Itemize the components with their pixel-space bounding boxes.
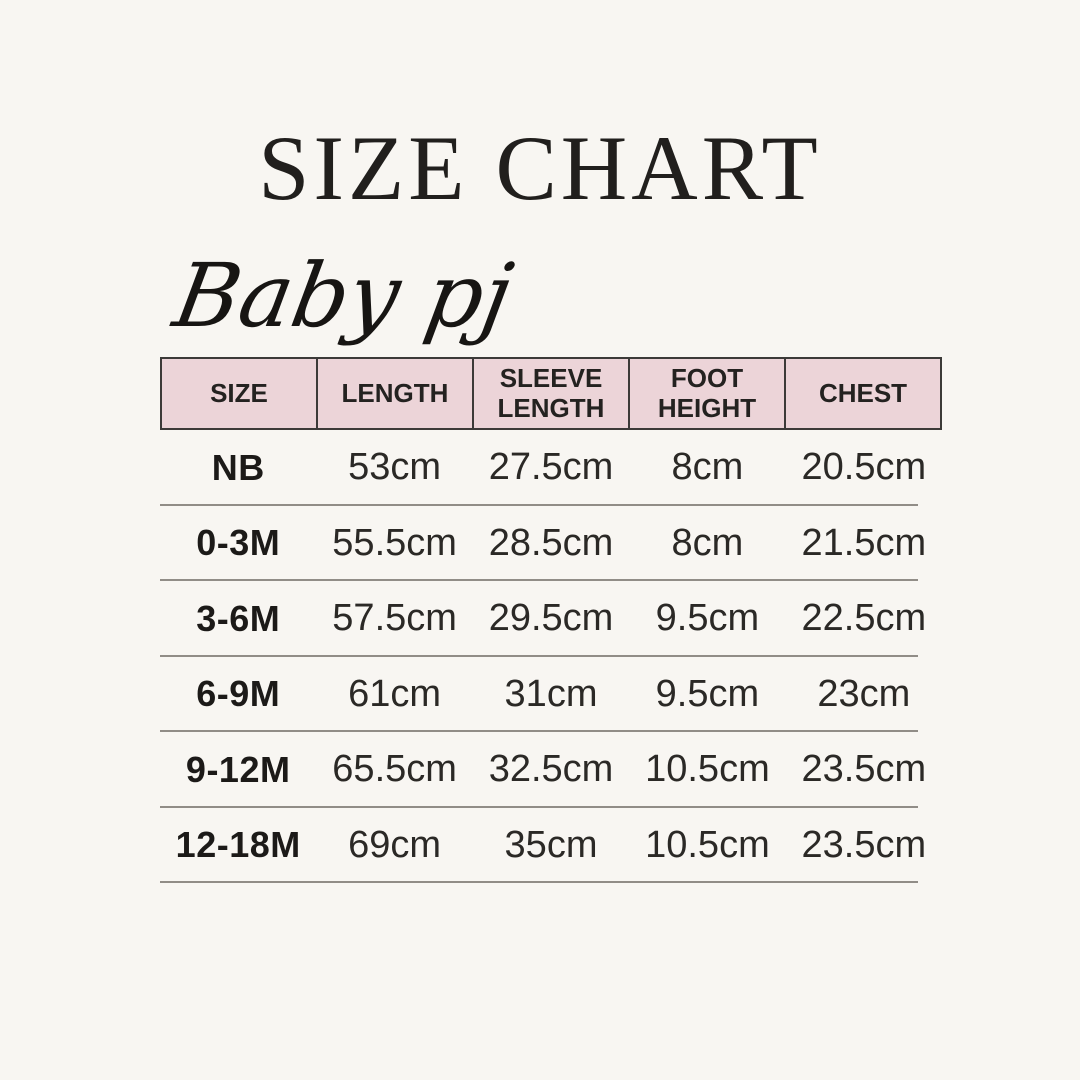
table-row: 12-18M 69cm 35cm 10.5cm 23.5cm	[160, 808, 942, 884]
size-cell: 12-18M	[175, 824, 301, 866]
value-cell: 61cm	[348, 672, 442, 715]
table-row: 9-12M 65.5cm 32.5cm 10.5cm 23.5cm	[160, 732, 942, 808]
column-header-sleeve-length: SLEEVE LENGTH	[472, 359, 628, 428]
table-row: 6-9M 61cm 31cm 9.5cm 23cm	[160, 657, 942, 733]
value-cell: 27.5cm	[488, 446, 614, 489]
table-row: 0-3M 55.5cm 28.5cm 8cm 21.5cm	[160, 506, 942, 582]
size-cell: NB	[211, 446, 265, 488]
value-cell: 8cm	[671, 446, 744, 489]
value-cell: 35cm	[504, 823, 598, 866]
table-row: 3-6M 57.5cm 29.5cm 9.5cm 22.5cm	[160, 581, 942, 657]
value-cell: 29.5cm	[488, 597, 614, 640]
page-title: SIZE CHART	[258, 117, 822, 219]
value-cell: 55.5cm	[332, 521, 457, 564]
value-cell: 69cm	[348, 823, 442, 866]
size-cell: 6-9M	[196, 673, 281, 715]
size-table: SIZE LENGTH SLEEVE LENGTH FOOT HEIGHT CH…	[160, 357, 942, 883]
value-cell: 10.5cm	[645, 748, 770, 791]
value-cell: 23.5cm	[801, 823, 927, 866]
value-cell: 32.5cm	[488, 748, 614, 791]
value-cell: 31cm	[504, 672, 598, 715]
value-cell: 23.5cm	[801, 748, 927, 791]
column-header-size: SIZE	[210, 377, 268, 408]
column-header-foot-height: FOOT HEIGHT	[628, 359, 784, 428]
column-header-length: LENGTH	[316, 359, 472, 428]
value-cell: 23cm	[817, 672, 911, 715]
value-cell: 21.5cm	[801, 521, 927, 564]
value-cell: 28.5cm	[488, 521, 614, 564]
value-cell: 57.5cm	[332, 597, 457, 640]
value-cell: 8cm	[671, 521, 744, 564]
size-cell: 3-6M	[196, 597, 281, 639]
value-cell: 20.5cm	[801, 446, 927, 489]
value-cell: 9.5cm	[655, 672, 760, 715]
value-cell: 9.5cm	[655, 597, 760, 640]
value-cell: 53cm	[348, 446, 442, 489]
value-cell: 65.5cm	[332, 748, 457, 791]
size-cell: 0-3M	[196, 522, 281, 564]
value-cell: 10.5cm	[645, 823, 770, 866]
brand-script: Baby pj	[166, 244, 520, 347]
table-row: NB 53cm 27.5cm 8cm 20.5cm	[160, 430, 942, 506]
size-cell: 9-12M	[185, 748, 291, 790]
value-cell: 22.5cm	[801, 597, 927, 640]
column-header-chest: CHEST	[784, 359, 940, 428]
table-body: NB 53cm 27.5cm 8cm 20.5cm 0-3M 55.5cm 28…	[160, 430, 942, 883]
table-header-row: SIZE LENGTH SLEEVE LENGTH FOOT HEIGHT CH…	[160, 357, 942, 430]
